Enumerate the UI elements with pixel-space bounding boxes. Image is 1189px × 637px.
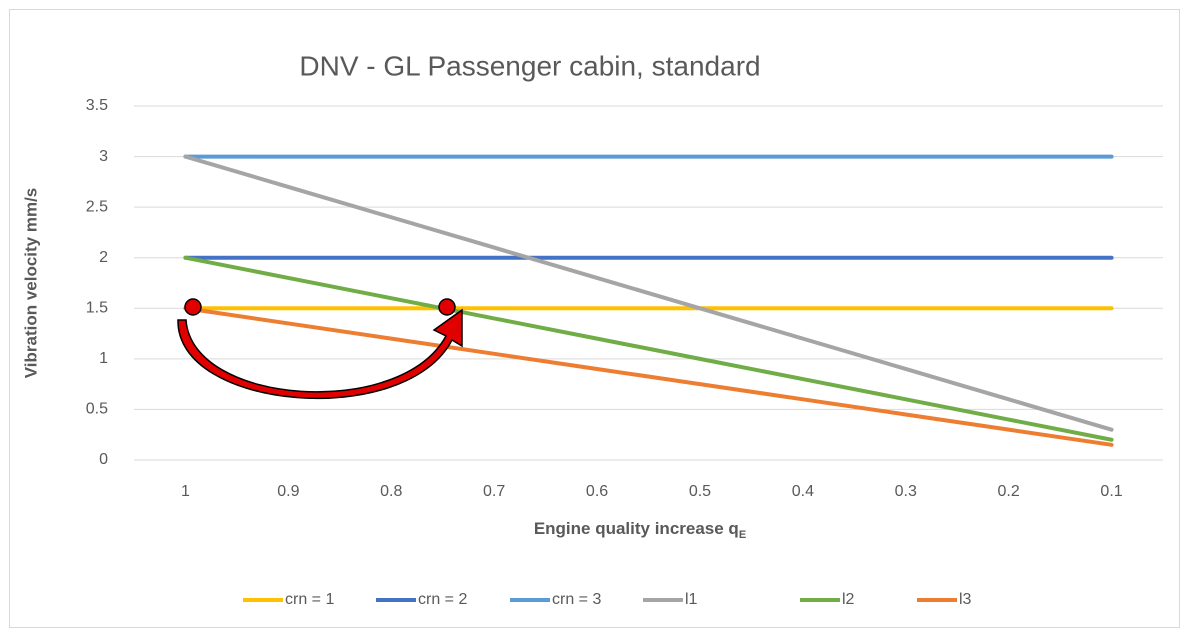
y-tick-label: 0.5 [86, 401, 108, 418]
annotation-arrow [177, 298, 463, 400]
x-tick-label: 0.9 [277, 483, 299, 500]
legend: crn = 1 crn = 2 crn = 3 l1 l2 l3 [243, 591, 972, 608]
y-tick-label: 3.5 [86, 97, 108, 114]
series-line [183, 255, 1114, 442]
legend-label: crn = 1 [285, 591, 334, 608]
x-tick-label: 0.4 [792, 483, 814, 500]
x-axis-title-subscript: E [739, 529, 746, 541]
x-tick-label: 0.8 [380, 483, 402, 500]
x-tick-label: 0.2 [998, 483, 1020, 500]
y-tick-label: 2 [99, 249, 108, 266]
x-tick-label: 1 [181, 483, 190, 500]
legend-label: crn = 2 [418, 591, 467, 608]
x-tick-label: 0.7 [483, 483, 505, 500]
x-tick-label: 0.5 [689, 483, 711, 500]
y-tick-label: 0 [99, 451, 108, 468]
legend-label: crn = 3 [552, 591, 601, 608]
end-dot [438, 298, 456, 316]
legend-label: l1 [685, 591, 698, 608]
y-axis-title: Vibration velocity mm/s [21, 188, 40, 379]
chart-frame [9, 9, 1180, 628]
series-line [183, 154, 1114, 432]
y-tick-label: 1 [99, 350, 108, 367]
x-tick-label: 0.3 [895, 483, 917, 500]
series-line [183, 306, 1114, 447]
y-tick-label: 1.5 [86, 300, 108, 317]
x-tick-label: 0.1 [1100, 483, 1122, 500]
legend-label: l2 [842, 591, 855, 608]
y-tick-label: 3 [99, 148, 108, 165]
y-tick-label: 2.5 [86, 198, 108, 215]
x-axis-title-main: Engine quality increase q [534, 519, 739, 538]
start-dot [184, 298, 202, 316]
curved-arrow [177, 308, 463, 400]
x-tick-label: 0.6 [586, 483, 608, 500]
x-axis-title: Engine quality increase qE [534, 519, 746, 540]
chart-title: DNV - GL Passenger cabin, standard [299, 50, 760, 81]
legend-label: l3 [959, 591, 972, 608]
plot-area: 0 0.5 1 1.5 2 2.5 3 3.5 1 0.9 0.8 0.7 0.6 0.5 0.4 0.3 0.… [86, 97, 1163, 500]
